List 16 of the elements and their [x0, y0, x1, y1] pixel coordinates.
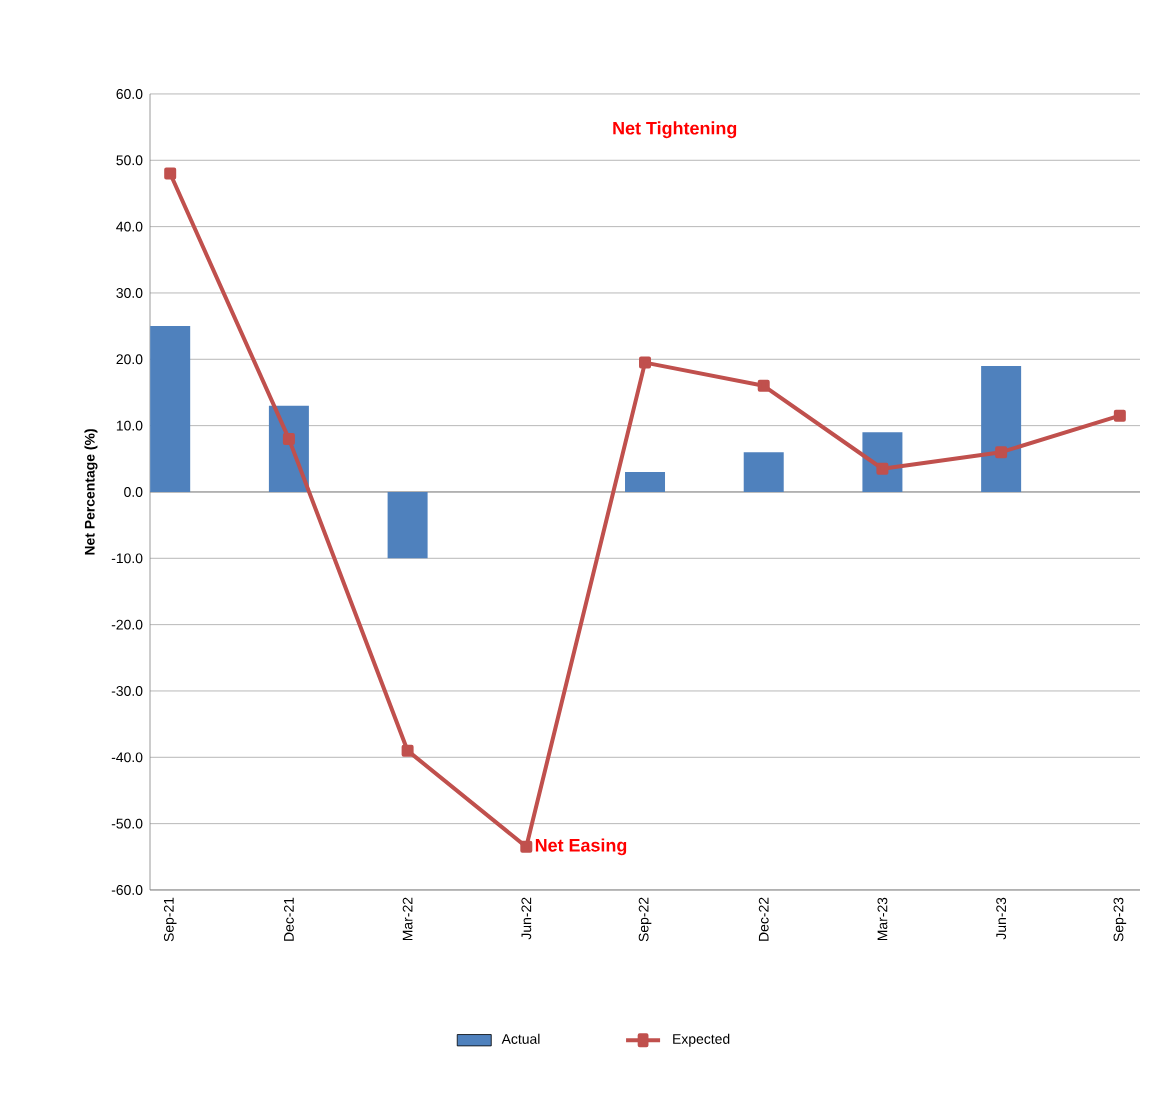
point	[1113, 409, 1126, 422]
annotation: Net Easing	[535, 838, 627, 856]
bar	[150, 326, 191, 492]
annotation: Net Tightening	[613, 121, 737, 139]
point	[876, 462, 889, 475]
point	[401, 744, 414, 757]
bar	[387, 491, 428, 559]
point	[520, 840, 533, 853]
point	[639, 356, 652, 369]
bar	[743, 452, 784, 492]
point	[757, 379, 770, 392]
point	[282, 432, 295, 445]
bar	[625, 472, 666, 492]
bar	[981, 365, 1022, 492]
point	[995, 446, 1008, 459]
point	[164, 167, 177, 180]
